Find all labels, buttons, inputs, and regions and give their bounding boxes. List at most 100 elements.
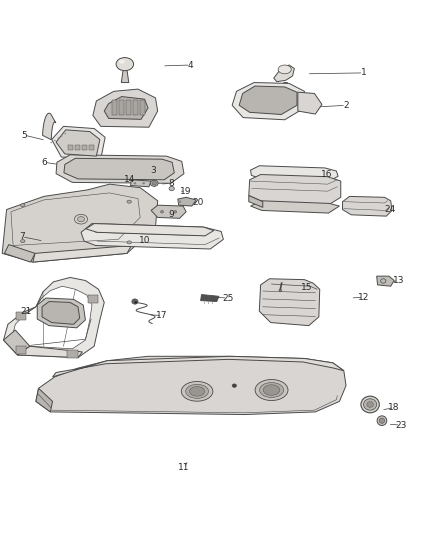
Ellipse shape	[116, 58, 134, 71]
Text: 11: 11	[178, 464, 190, 472]
Polygon shape	[283, 83, 288, 89]
Polygon shape	[343, 197, 392, 216]
Ellipse shape	[169, 187, 174, 191]
Ellipse shape	[364, 399, 377, 410]
Ellipse shape	[119, 59, 125, 64]
Polygon shape	[86, 223, 214, 236]
Polygon shape	[377, 276, 394, 286]
Ellipse shape	[61, 135, 63, 136]
Polygon shape	[36, 356, 346, 415]
Polygon shape	[37, 298, 85, 328]
Text: 21: 21	[21, 306, 32, 316]
Text: 18: 18	[389, 403, 400, 412]
Ellipse shape	[278, 65, 291, 74]
Ellipse shape	[186, 384, 208, 398]
Ellipse shape	[189, 386, 205, 396]
Polygon shape	[68, 145, 73, 150]
Polygon shape	[81, 223, 223, 249]
Polygon shape	[36, 388, 53, 412]
Polygon shape	[53, 356, 344, 377]
Polygon shape	[52, 126, 105, 159]
Polygon shape	[82, 145, 87, 150]
Polygon shape	[18, 346, 82, 358]
Ellipse shape	[50, 142, 52, 143]
Polygon shape	[112, 100, 117, 115]
Polygon shape	[140, 100, 145, 115]
Polygon shape	[249, 174, 341, 204]
Ellipse shape	[259, 383, 284, 398]
Text: 4: 4	[188, 61, 193, 69]
Polygon shape	[131, 180, 151, 187]
Polygon shape	[4, 330, 30, 355]
Text: 17: 17	[156, 311, 168, 320]
Polygon shape	[2, 184, 158, 262]
Polygon shape	[56, 155, 184, 183]
Text: 1: 1	[360, 68, 367, 77]
Polygon shape	[64, 158, 174, 180]
Text: 8: 8	[168, 179, 174, 188]
Ellipse shape	[21, 239, 25, 243]
Text: 12: 12	[358, 293, 369, 302]
Polygon shape	[104, 96, 148, 119]
Polygon shape	[12, 286, 92, 349]
Polygon shape	[251, 201, 339, 213]
Text: 9: 9	[168, 211, 174, 219]
Polygon shape	[121, 70, 129, 83]
Text: 5: 5	[21, 131, 27, 140]
Text: 14: 14	[124, 175, 135, 184]
Text: 16: 16	[321, 170, 332, 179]
Text: 6: 6	[41, 158, 47, 167]
Polygon shape	[298, 92, 322, 114]
Polygon shape	[201, 295, 219, 302]
Polygon shape	[178, 197, 196, 206]
Ellipse shape	[377, 416, 387, 425]
Text: 3: 3	[150, 166, 156, 175]
Ellipse shape	[173, 211, 177, 213]
Text: 20: 20	[193, 198, 204, 207]
Polygon shape	[274, 65, 294, 82]
Polygon shape	[42, 302, 80, 324]
Ellipse shape	[142, 182, 145, 184]
Ellipse shape	[361, 396, 379, 413]
Ellipse shape	[160, 211, 163, 213]
Ellipse shape	[132, 299, 138, 304]
Polygon shape	[88, 295, 98, 303]
Ellipse shape	[57, 138, 59, 139]
Polygon shape	[259, 279, 320, 326]
Text: 7: 7	[19, 232, 25, 241]
Text: 19: 19	[180, 187, 192, 196]
Ellipse shape	[127, 241, 131, 244]
Ellipse shape	[150, 180, 158, 187]
Ellipse shape	[152, 182, 156, 185]
Ellipse shape	[54, 140, 56, 141]
Polygon shape	[33, 246, 131, 262]
Text: 13: 13	[393, 276, 404, 285]
Ellipse shape	[178, 200, 181, 203]
Ellipse shape	[78, 216, 85, 222]
Ellipse shape	[181, 382, 213, 401]
Text: 2: 2	[343, 101, 349, 110]
Polygon shape	[119, 100, 124, 115]
Polygon shape	[239, 86, 297, 115]
Ellipse shape	[379, 418, 385, 423]
Polygon shape	[133, 100, 138, 115]
Polygon shape	[4, 278, 104, 358]
Polygon shape	[75, 145, 80, 150]
Ellipse shape	[367, 402, 373, 407]
Ellipse shape	[255, 379, 288, 400]
Polygon shape	[16, 346, 26, 354]
Polygon shape	[42, 113, 56, 140]
Polygon shape	[126, 100, 131, 115]
Text: 10: 10	[139, 236, 150, 245]
Polygon shape	[56, 130, 100, 156]
Polygon shape	[89, 145, 94, 150]
Polygon shape	[67, 350, 78, 358]
Ellipse shape	[134, 301, 137, 303]
Polygon shape	[93, 89, 158, 127]
Polygon shape	[232, 83, 304, 120]
Polygon shape	[151, 205, 186, 219]
Text: 15: 15	[301, 283, 312, 292]
Ellipse shape	[232, 384, 237, 387]
Polygon shape	[251, 166, 338, 182]
Text: 25: 25	[222, 294, 233, 303]
